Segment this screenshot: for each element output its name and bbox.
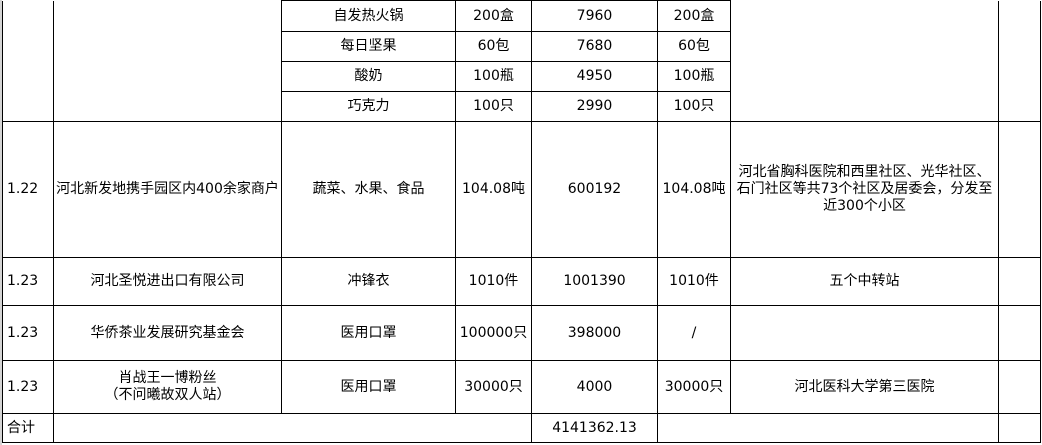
amount-cell[interactable]: 600192 [531, 121, 658, 258]
item-cell[interactable]: 每日坚果 [281, 31, 456, 62]
extra-cell[interactable] [998, 0, 1041, 122]
extra-cell[interactable] [998, 360, 1041, 414]
qty-cell[interactable]: 100瓶 [455, 61, 532, 92]
donor-line: （不问曦故双人站） [104, 387, 231, 403]
qty-cell[interactable]: 104.08吨 [455, 121, 532, 258]
delivered-cell[interactable]: 60包 [657, 31, 731, 62]
qty-cell[interactable]: 100000只 [455, 305, 532, 361]
item-cell[interactable]: 蔬菜、水果、食品 [281, 121, 456, 258]
qty-cell[interactable]: 60包 [455, 31, 532, 62]
delivered-cell[interactable]: 100只 [657, 91, 731, 122]
table-row: 每日坚果 60包 7680 60包 [3, 31, 1041, 62]
extra-cell[interactable] [998, 413, 1041, 443]
table-row: 1.23 河北圣悦进出口有限公司 冲锋衣 1010件 1001390 1010件… [2, 257, 1041, 306]
total-amount[interactable]: 4141362.13 [531, 413, 658, 443]
donor-cell[interactable]: 华侨茶业发展研究基金会 [53, 305, 282, 361]
qty-cell[interactable]: 100只 [455, 91, 532, 122]
recipient-cell[interactable] [730, 305, 999, 361]
delivered-cell[interactable]: 100瓶 [657, 61, 731, 92]
table-row: 1.22 河北新发地携手园区内400余家商户 蔬菜、水果、食品 104.08吨 … [2, 121, 1041, 258]
qty-cell[interactable]: 200盒 [455, 0, 532, 32]
donor-cell[interactable]: 河北圣悦进出口有限公司 [53, 257, 282, 306]
recipient-cell[interactable]: 河北医科大学第三医院 [730, 360, 999, 414]
table-row: 1.23 肖战王一博粉丝 （不问曦故双人站） 医用口罩 30000只 4000 … [2, 360, 1041, 414]
total-blank-cell[interactable] [53, 413, 532, 443]
date-cell[interactable] [2, 0, 54, 122]
total-label[interactable]: 合计 [2, 413, 54, 443]
item-cell[interactable]: 酸奶 [281, 61, 456, 92]
recipient-cell[interactable]: 河北省胸科医院和西里社区、光华社区、石门社区等共73个社区及居委会，分发至近30… [730, 121, 999, 258]
delivered-cell[interactable]: 104.08吨 [657, 121, 731, 258]
amount-cell[interactable]: 4950 [531, 61, 658, 92]
amount-cell[interactable]: 7680 [531, 31, 658, 62]
item-cell[interactable]: 巧克力 [281, 91, 456, 122]
date-cell[interactable]: 1.22 [2, 121, 54, 258]
donor-cell[interactable]: 河北新发地携手园区内400余家商户 [53, 121, 282, 258]
donor-cell[interactable]: 肖战王一博粉丝 （不问曦故双人站） [53, 360, 282, 414]
donor-line: 肖战王一博粉丝 [118, 370, 217, 386]
qty-cell[interactable]: 1010件 [455, 257, 532, 306]
delivered-cell[interactable]: 1010件 [657, 257, 731, 306]
item-cell[interactable]: 医用口罩 [281, 305, 456, 361]
sheet-gridline [0, 0, 2, 445]
table-row: 自发热火锅 200盒 7960 200盒 [2, 0, 1041, 122]
donor-cell[interactable] [53, 0, 282, 122]
table-row: 酸奶 100瓶 4950 100瓶 [3, 61, 1041, 92]
extra-cell[interactable] [998, 121, 1041, 258]
amount-cell[interactable]: 1001390 [531, 257, 658, 306]
extra-cell[interactable] [998, 257, 1041, 306]
table-row: 1.23 华侨茶业发展研究基金会 医用口罩 100000只 398000 / [2, 305, 1041, 361]
amount-cell[interactable]: 7960 [531, 0, 658, 32]
recipient-cell[interactable] [730, 0, 999, 122]
extra-cell[interactable] [998, 305, 1041, 361]
table-row: 巧克力 100只 2990 100只 [3, 91, 1041, 122]
date-cell[interactable]: 1.23 [2, 305, 54, 361]
delivered-cell[interactable]: / [657, 305, 731, 361]
qty-cell[interactable]: 30000只 [455, 360, 532, 414]
item-cell[interactable]: 自发热火锅 [281, 0, 456, 32]
date-cell[interactable]: 1.23 [2, 360, 54, 414]
recipient-cell[interactable]: 五个中转站 [730, 257, 999, 306]
amount-cell[interactable]: 4000 [531, 360, 658, 414]
total-row: 合计 4141362.13 [2, 413, 1041, 443]
amount-cell[interactable]: 398000 [531, 305, 658, 361]
date-cell[interactable]: 1.23 [2, 257, 54, 306]
delivered-cell[interactable]: 200盒 [657, 0, 731, 32]
item-cell[interactable]: 冲锋衣 [281, 257, 456, 306]
amount-cell[interactable]: 2990 [531, 91, 658, 122]
delivered-cell[interactable]: 30000只 [657, 360, 731, 414]
total-blank-cell[interactable] [657, 413, 999, 443]
item-cell[interactable]: 医用口罩 [281, 360, 456, 414]
